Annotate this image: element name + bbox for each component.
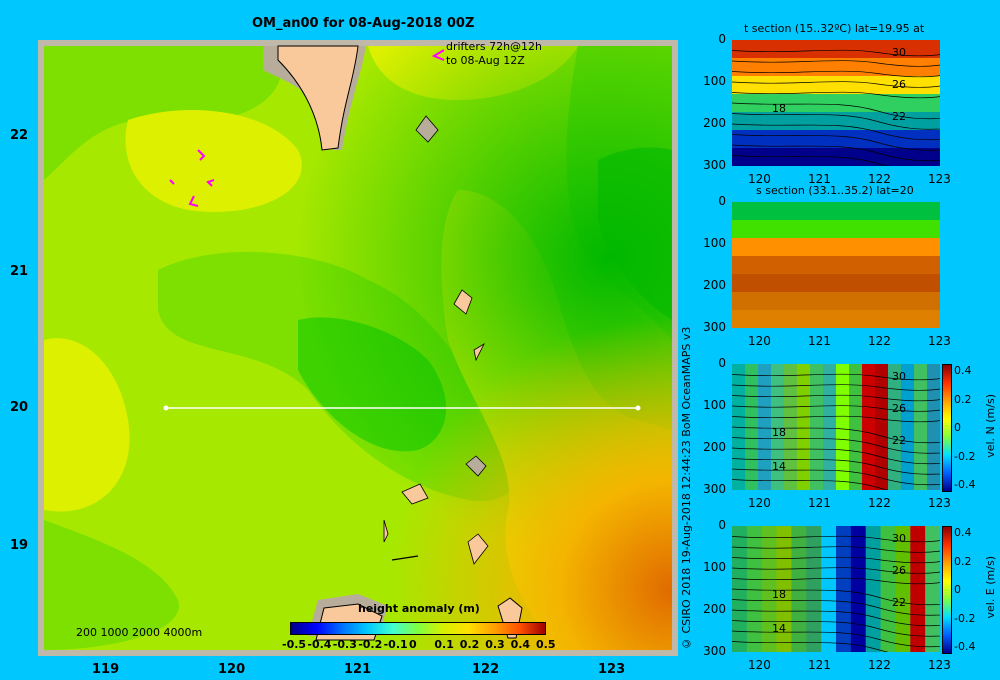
contour-label: 26 [892, 564, 906, 577]
velocity-colorbar-tick: 0.2 [954, 554, 972, 568]
contour-label: 14 [772, 460, 786, 473]
panel-y-tick: 100 [703, 74, 726, 88]
panel-x-tick: 121 [808, 334, 831, 348]
drifters-label-line1: drifters 72h@12h [446, 40, 543, 53]
velocity-colorbar-tick: -0.4 [954, 640, 976, 653]
panel-y-tick: 300 [703, 158, 726, 172]
velocity-colorbar-tick: 0 [954, 583, 961, 596]
contour-label: 14 [772, 622, 786, 635]
velocity-colorbar [942, 364, 952, 492]
velocity-colorbar-tick: 0.2 [954, 392, 972, 406]
colorbar-label: height anomaly (m) [358, 602, 480, 615]
section-panel-1: 30 26 18 22 [732, 40, 940, 166]
panel-x-tick: 120 [748, 334, 771, 348]
panel-y-tick: 300 [703, 482, 726, 496]
panel-x-tick: 121 [808, 496, 831, 510]
panel-x-tick: 123 [928, 496, 951, 510]
velocity-colorbar-label: vel. E (m/s) [984, 556, 997, 619]
panel-y-tick: 0 [718, 518, 726, 532]
contour-label: 18 [772, 426, 786, 439]
colorbar-tick: -0.4 [307, 638, 332, 651]
colorbar-tick: 0.3 [485, 638, 505, 651]
section-panel-3: 30 26 18 22 14 [732, 364, 940, 490]
colorbar-tick: -0.2 [358, 638, 383, 651]
colorbar-tick: -0.5 [282, 638, 307, 651]
contour-label: 30 [892, 370, 906, 383]
colorbar-tick: 0.2 [459, 638, 480, 651]
taiwan-land [277, 45, 359, 151]
x-tick-120: 120 [218, 662, 246, 677]
contour-label: 30 [892, 532, 906, 545]
colorbar-tick: -0.3 [332, 638, 357, 651]
panel-y-tick: 0 [718, 32, 726, 46]
panel-y-tick: 200 [703, 440, 726, 454]
main-map: 200 1000 2000 4000m [38, 40, 678, 656]
y-tick-21: 21 [10, 264, 29, 279]
panel-x-tick: 120 [748, 496, 771, 510]
x-tick-119: 119 [92, 662, 120, 677]
panel-y-tick: 0 [718, 356, 726, 370]
section-panel-4: 30 26 18 22 14 [732, 526, 940, 652]
contour-label: 22 [892, 434, 906, 447]
colorbar-tick: 0.5 [536, 638, 556, 651]
y-tick-20: 20 [10, 400, 29, 415]
panel-x-tick: 123 [928, 334, 951, 348]
contour-label: 22 [892, 596, 906, 609]
panel-y-tick: 100 [703, 560, 726, 574]
drifter-tracks [169, 49, 445, 207]
colorbar-tick: 0.1 [434, 638, 454, 651]
contour-label: 26 [892, 402, 906, 415]
panel-y-tick: 300 [703, 644, 726, 658]
panel-x-tick: 122 [868, 334, 891, 348]
panel-y-tick: 200 [703, 116, 726, 130]
x-tick-122: 122 [472, 662, 500, 677]
drifters-label-line2: to 08-Aug 12Z [446, 54, 525, 67]
panel-x-tick: 123 [928, 658, 951, 672]
panel-title: t section (15..32ºC) lat=19.95 at [744, 22, 925, 35]
panel-y-tick: 200 [703, 602, 726, 616]
credit-text: © CSIRO 2018 19-Aug-2018 12:44:23 BoM Oc… [680, 326, 693, 650]
x-tick-121: 121 [344, 662, 372, 677]
contour-label: 26 [892, 78, 906, 91]
panel-x-tick: 122 [868, 658, 891, 672]
panel-y-tick: 100 [703, 236, 726, 250]
contour-label: 18 [772, 588, 786, 601]
panel-y-tick: 300 [703, 320, 726, 334]
panel-x-tick: 122 [868, 496, 891, 510]
panel-y-tick: 0 [718, 194, 726, 208]
velocity-colorbar-tick: 0 [954, 421, 961, 434]
contour-label: 30 [892, 46, 906, 59]
panel-y-tick: 200 [703, 278, 726, 292]
contour-label: 18 [772, 102, 786, 115]
panel-x-tick: 121 [808, 658, 831, 672]
velocity-colorbar-tick: -0.4 [954, 478, 976, 491]
depth-legend: 200 1000 2000 4000m [76, 626, 202, 639]
panel-x-tick: 120 [748, 172, 771, 186]
velocity-colorbar-label: vel. N (m/s) [984, 394, 997, 458]
panel-x-tick: 122 [868, 172, 891, 186]
velocity-colorbar-tick: 0.4 [954, 526, 972, 539]
panel-x-tick: 120 [748, 658, 771, 672]
panel-x-tick: 123 [928, 172, 951, 186]
velocity-colorbar-tick: 0.4 [954, 364, 972, 377]
velocity-colorbar [942, 526, 952, 654]
panel-x-tick: 121 [808, 172, 831, 186]
y-tick-22: 22 [10, 128, 29, 143]
velocity-colorbar-tick: -0.2 [954, 611, 976, 625]
main-map-title: OM_an00 for 08-Aug-2018 00Z [252, 16, 475, 31]
height-colorbar [290, 622, 546, 635]
section-panel-2 [732, 202, 940, 328]
colorbar-tick: 0 [409, 638, 417, 651]
y-tick-19: 19 [10, 538, 29, 553]
x-tick-123: 123 [598, 662, 626, 677]
panel-title: s section (33.1..35.2) lat=20 [756, 184, 914, 197]
contour-label: 22 [892, 110, 906, 123]
colorbar-tick: 0.4 [510, 638, 531, 651]
colorbar-tick: -0.1 [383, 638, 408, 651]
velocity-colorbar-tick: -0.2 [954, 449, 976, 463]
panel-y-tick: 100 [703, 398, 726, 412]
